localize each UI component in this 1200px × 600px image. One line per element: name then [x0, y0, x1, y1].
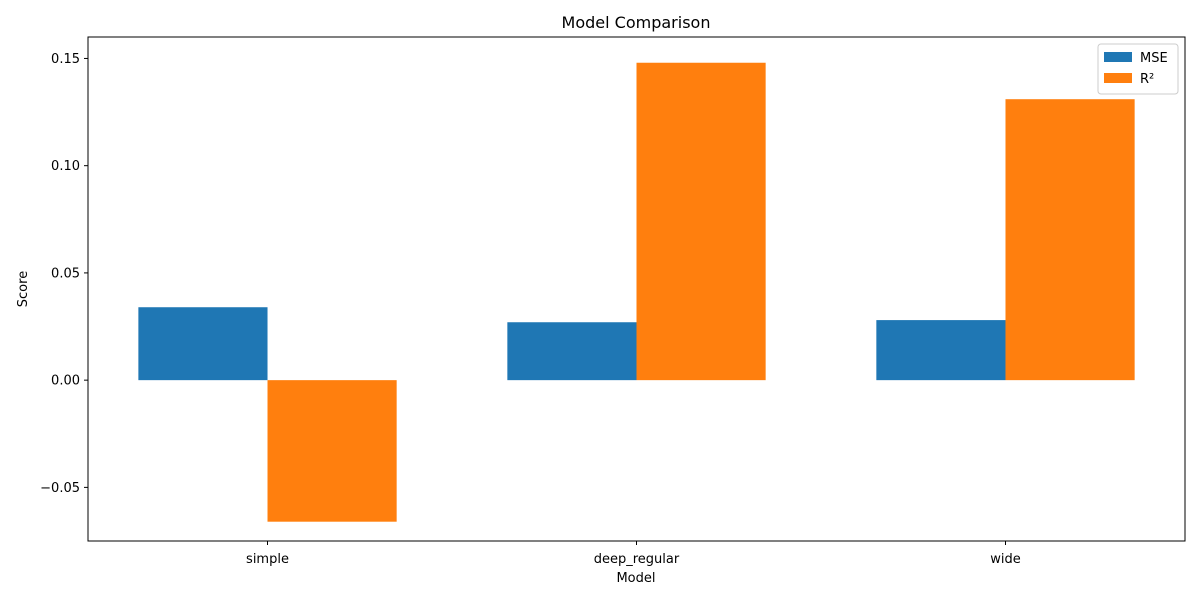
y-tick-label: −0.05: [40, 481, 80, 496]
bar-simple-mse: [138, 307, 268, 381]
x-tick-label: deep_regular: [594, 552, 680, 567]
x-axis: simple deep_regular wide: [246, 541, 1021, 567]
bar-wide-r2: [1005, 99, 1135, 381]
x-axis-label: Model: [616, 571, 655, 586]
y-tick-label: 0.00: [51, 374, 80, 389]
y-tick-label: 0.15: [51, 52, 80, 67]
plot-area: [138, 62, 1135, 522]
bar-deep_regular-r2: [636, 62, 766, 381]
x-tick-label: wide: [990, 552, 1021, 567]
legend: MSE R²: [1097, 43, 1179, 95]
bar-wide-mse: [876, 320, 1006, 381]
legend-label: R²: [1140, 72, 1154, 87]
y-tick-label: 0.05: [51, 266, 80, 281]
bar-deep_regular-mse: [507, 322, 637, 381]
legend-label: MSE: [1140, 51, 1168, 66]
legend-swatch: [1104, 52, 1132, 62]
chart-title: Model Comparison: [562, 13, 711, 32]
y-axis-label: Score: [16, 271, 31, 307]
x-tick-label: simple: [246, 552, 289, 567]
bar-simple-r2: [267, 380, 397, 522]
y-tick-label: 0.10: [51, 159, 80, 174]
y-axis: −0.05 0.00 0.05 0.10 0.15: [40, 52, 88, 496]
legend-swatch: [1104, 73, 1132, 83]
